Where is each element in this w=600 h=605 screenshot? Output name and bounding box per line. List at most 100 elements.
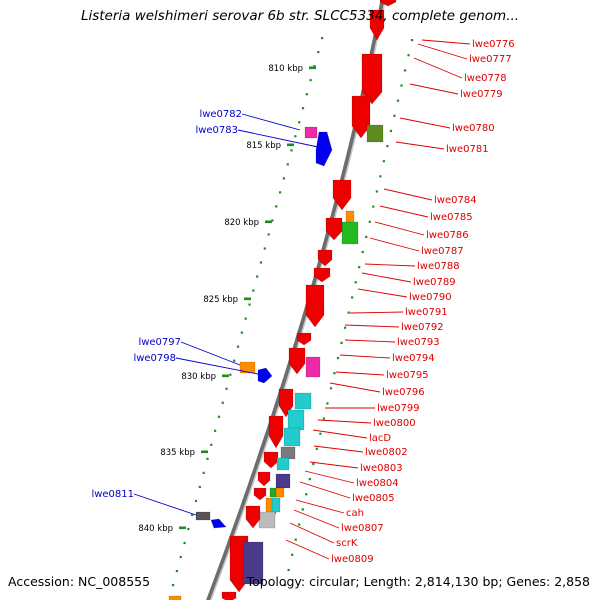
leader-line — [357, 288, 408, 298]
inner-ruler-dot — [278, 191, 282, 194]
outer-ruler-dot — [396, 99, 400, 102]
inner-ruler-dot — [298, 121, 301, 124]
gene-label-scrK[interactable]: scrK — [336, 538, 358, 549]
inner-ruler-dot — [244, 317, 247, 320]
gene-lwe0784[interactable] — [332, 179, 352, 211]
gene-cah-a[interactable] — [257, 471, 271, 487]
gene-label-lwe0811[interactable]: lwe0811 — [91, 489, 134, 500]
gene-lwe0783[interactable] — [315, 131, 333, 167]
inner-ruler-dot — [194, 499, 198, 503]
gene-lwe0790[interactable] — [305, 284, 325, 328]
gene-label-lwe0781[interactable]: lwe0781 — [446, 144, 489, 155]
gene-cah[interactable] — [253, 487, 267, 501]
gene-label-lwe0783[interactable]: lwe0783 — [195, 125, 238, 136]
gene-lwe0780[interactable] — [366, 124, 384, 143]
gene-lwe0782[interactable] — [304, 126, 318, 139]
outer-ruler-dot — [389, 129, 393, 133]
gene-label-lwe0796[interactable]: lwe0796 — [382, 387, 425, 398]
gene-lwe0810[interactable] — [221, 591, 237, 603]
gene-label-lacD[interactable]: lacD — [369, 433, 391, 444]
gene-label-lwe0791[interactable]: lwe0791 — [405, 307, 448, 318]
leader-line — [237, 129, 319, 148]
gene-label-lwe0799[interactable]: lwe0799 — [377, 403, 420, 414]
gene-label-lwe0805[interactable]: lwe0805 — [352, 493, 395, 504]
gene-label-lwe0804[interactable]: lwe0804 — [356, 478, 399, 489]
gene-lacD[interactable] — [268, 415, 284, 449]
gene-lwe0811[interactable] — [210, 518, 227, 529]
gene-lwe0807b[interactable] — [271, 497, 281, 513]
gene-lwe0803b[interactable] — [276, 457, 290, 471]
gene-lwe0786[interactable] — [341, 221, 359, 245]
ruler-dots-layer — [172, 37, 414, 587]
leader-line — [293, 509, 340, 529]
gene-label-lwe0779[interactable]: lwe0779 — [460, 89, 503, 100]
gene-label-cah[interactable]: cah — [346, 508, 364, 519]
gene-label-lwe0780[interactable]: lwe0780 — [452, 123, 495, 134]
gene-lwe0800b[interactable] — [283, 427, 301, 447]
gene-lwe0795[interactable] — [305, 356, 321, 378]
gene-lwe0787[interactable] — [325, 217, 343, 241]
gene-lwe0802[interactable] — [280, 446, 296, 460]
gene-label-lwe0790[interactable]: lwe0790 — [409, 292, 452, 303]
outer-ruler-dot — [315, 447, 318, 450]
gene-lwe0778[interactable] — [361, 53, 383, 105]
gene-label-lwe0795[interactable]: lwe0795 — [386, 370, 429, 381]
inner-ruler-dot — [225, 387, 228, 390]
gene-lwe0779[interactable] — [351, 95, 371, 139]
gene-lwe0792[interactable] — [296, 332, 312, 346]
gene-lwe0800[interactable] — [287, 409, 305, 431]
gene-lwe0812[interactable] — [168, 595, 182, 603]
gene-lwe0794[interactable] — [288, 347, 306, 375]
outer-ruler-dot — [365, 235, 368, 239]
gene-lwe0805[interactable] — [275, 487, 285, 498]
gene-label-lwe0809[interactable]: lwe0809 — [331, 554, 374, 565]
gene-lwe0799[interactable] — [294, 392, 312, 410]
gene-label-lwe0802[interactable]: lwe0802 — [365, 447, 408, 458]
outer-ruler-dot — [294, 538, 297, 541]
gene-label-lwe0793[interactable]: lwe0793 — [397, 337, 440, 348]
inner-ruler-dot — [267, 233, 270, 236]
gene-label-lwe0786[interactable]: lwe0786 — [426, 230, 469, 241]
gene-lwe0803[interactable] — [263, 451, 279, 469]
gene-label-lwe0787[interactable]: lwe0787 — [421, 246, 464, 257]
gene-label-lwe0803[interactable]: lwe0803 — [360, 463, 403, 474]
ruler-layer: 810 kbp 815 kbp 820 kbp 825 kbp 830 kbp 835 k… — [138, 64, 316, 534]
gene-scrK[interactable] — [245, 505, 261, 529]
gene-lwe0789[interactable] — [313, 267, 331, 283]
gene-label-lwe0794[interactable]: lwe0794 — [392, 353, 435, 364]
gene-label-lwe0788[interactable]: lwe0788 — [417, 261, 460, 272]
leader-line — [361, 272, 412, 283]
ruler-label: 830 kbp — [181, 372, 216, 382]
inner-ruler-dot — [179, 555, 182, 559]
leader-line — [285, 539, 330, 560]
outer-ruler-dot — [291, 553, 294, 556]
gene-label-lwe0782[interactable]: lwe0782 — [199, 109, 242, 120]
gene-label-lwe0792[interactable]: lwe0792 — [401, 322, 444, 333]
inner-ruler-dot — [187, 527, 190, 531]
gene-lwe0776[interactable] — [379, 0, 397, 7]
outer-ruler-dot — [361, 250, 364, 254]
gene-label-lwe0807[interactable]: lwe0807 — [341, 523, 384, 534]
leader-line — [417, 43, 468, 60]
inner-ruler-dot — [259, 261, 263, 264]
gene-lwe0809[interactable] — [242, 541, 264, 585]
gene-label-lwe0784[interactable]: lwe0784 — [434, 195, 477, 206]
gene-label-lwe0798[interactable]: lwe0798 — [133, 353, 176, 364]
gene-lwe0804[interactable] — [275, 473, 291, 489]
gene-label-lwe0778[interactable]: lwe0778 — [464, 73, 507, 84]
gene-label-lwe0789[interactable]: lwe0789 — [413, 277, 456, 288]
outer-ruler-dot — [368, 220, 371, 223]
gene-label-lwe0776[interactable]: lwe0776 — [472, 39, 515, 50]
ruler-tick — [287, 143, 294, 147]
gene-lwe0788[interactable] — [317, 249, 333, 267]
gene-lwe0807[interactable] — [258, 511, 276, 529]
gene-label-lwe0785[interactable]: lwe0785 — [430, 212, 473, 223]
gene-lwe0798[interactable] — [257, 367, 273, 384]
inner-ruler-dot — [233, 359, 236, 362]
gene-label-lwe0777[interactable]: lwe0777 — [469, 54, 512, 65]
gene-lwe0777[interactable] — [369, 9, 385, 41]
gene-lwe0811a[interactable] — [195, 511, 211, 521]
gene-label-lwe0800[interactable]: lwe0800 — [373, 418, 416, 429]
gene-label-lwe0797[interactable]: lwe0797 — [138, 337, 181, 348]
